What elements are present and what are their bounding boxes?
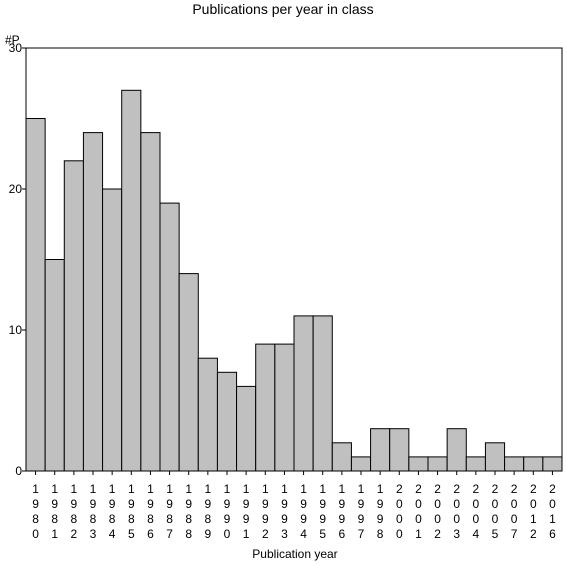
bar-1989 — [197, 357, 218, 472]
bar-1990 — [216, 371, 238, 472]
bar-1998 — [370, 428, 391, 472]
bar-1983 — [82, 132, 104, 472]
bar-1997 — [350, 456, 372, 472]
x-axis-label: Publication year — [252, 547, 337, 561]
bar-1996 — [331, 442, 352, 472]
bar-1984 — [102, 188, 123, 472]
y-axis: 0 10 20 30 — [9, 41, 26, 478]
bar-1995 — [312, 315, 333, 472]
bar-2016 — [542, 456, 563, 472]
bar-1988 — [178, 273, 199, 472]
bar-1986 — [140, 132, 161, 472]
bars-group — [25, 89, 563, 472]
bar-1981 — [44, 259, 65, 472]
y-axis-label: #P — [5, 33, 20, 47]
chart-title: Publications per year in class — [192, 1, 373, 17]
bar-1994 — [293, 315, 314, 472]
bar-2000 — [389, 428, 410, 472]
bar-2012 — [523, 456, 544, 472]
x-axis: 1 9 8 0 1 9 8 1 1 9 8 2 1 9 8 3 1 9 8 4 1 9 8 5 1 9 8 6 1 9 8 7 1 9 8 8 1 9 8 9… — [32, 471, 556, 541]
bar-1992 — [255, 343, 276, 472]
bar-2004 — [465, 456, 486, 472]
bar-1987 — [159, 202, 180, 472]
bar-2002 — [427, 456, 448, 472]
bar-2003 — [446, 428, 467, 472]
bar-1991 — [236, 385, 257, 472]
bar-2005 — [484, 442, 506, 472]
bar-1985 — [121, 89, 142, 472]
plot-frame — [25, 47, 563, 472]
bar-1980 — [25, 118, 46, 472]
bar-2001 — [408, 456, 429, 472]
y-tick-label: 30 — [9, 41, 23, 55]
bar-2007 — [504, 456, 525, 472]
bar-1982 — [63, 160, 84, 472]
y-tick-label: 10 — [9, 323, 23, 337]
bar-1993 — [274, 343, 295, 472]
y-tick-label: 20 — [9, 182, 23, 196]
y-tick-label: 0 — [15, 464, 22, 478]
